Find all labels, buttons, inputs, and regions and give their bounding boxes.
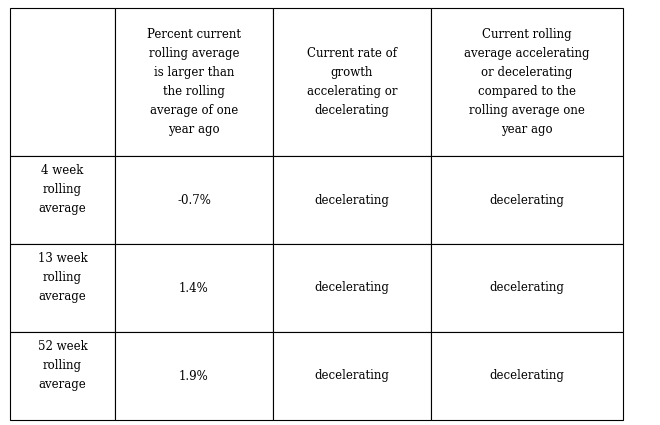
Bar bbox=[115, 332, 273, 420]
Bar bbox=[431, 244, 623, 332]
Bar bbox=[115, 8, 273, 156]
Bar bbox=[10, 244, 115, 332]
Text: 1.4%: 1.4% bbox=[179, 281, 209, 295]
Text: Current rate of
growth
accelerating or
decelerating: Current rate of growth accelerating or d… bbox=[307, 47, 397, 117]
Text: 13 week
rolling
average: 13 week rolling average bbox=[38, 252, 87, 303]
Bar bbox=[431, 8, 623, 156]
Bar bbox=[115, 156, 273, 244]
Text: 1.9%: 1.9% bbox=[179, 369, 209, 382]
Bar bbox=[431, 156, 623, 244]
Text: 4 week
rolling
average: 4 week rolling average bbox=[39, 164, 86, 215]
Text: decelerating: decelerating bbox=[315, 193, 389, 207]
Text: decelerating: decelerating bbox=[315, 369, 389, 382]
Bar bbox=[273, 244, 431, 332]
Bar bbox=[273, 8, 431, 156]
Bar bbox=[115, 244, 273, 332]
Text: 52 week
rolling
average: 52 week rolling average bbox=[38, 340, 87, 391]
Bar bbox=[273, 156, 431, 244]
Bar bbox=[10, 332, 115, 420]
Text: decelerating: decelerating bbox=[315, 281, 389, 295]
Text: decelerating: decelerating bbox=[490, 193, 564, 207]
Bar bbox=[10, 156, 115, 244]
Text: decelerating: decelerating bbox=[490, 281, 564, 295]
Bar bbox=[10, 8, 115, 156]
Bar bbox=[431, 332, 623, 420]
Text: Current rolling
average accelerating
or decelerating
compared to the
rolling ave: Current rolling average accelerating or … bbox=[464, 28, 590, 136]
Text: -0.7%: -0.7% bbox=[177, 193, 211, 207]
Bar bbox=[273, 332, 431, 420]
Text: Percent current
rolling average
is larger than
the rolling
average of one
year a: Percent current rolling average is large… bbox=[147, 28, 241, 136]
Text: decelerating: decelerating bbox=[490, 369, 564, 382]
